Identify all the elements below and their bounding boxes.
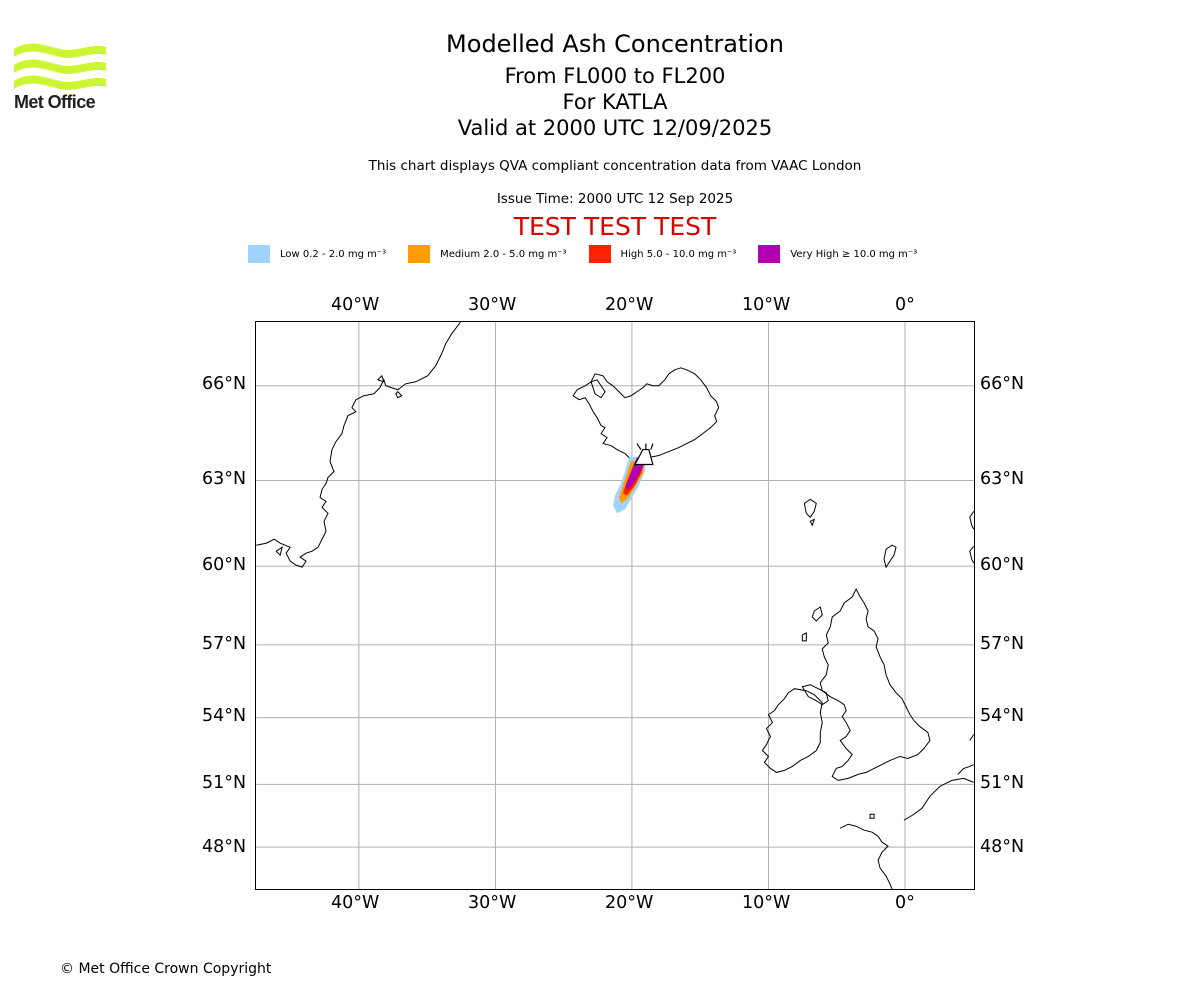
- lon-label-top-20w: 20°W: [605, 295, 654, 315]
- coastline-great-britain: [819, 587, 931, 781]
- coastline-faroes: [803, 498, 817, 519]
- lat-label-right-63n: 63°N: [980, 469, 1025, 489]
- coastline-ireland: [761, 688, 823, 773]
- legend-item-medium: Medium 2.0 - 5.0 mg m⁻³: [408, 245, 567, 263]
- legend-label-high: High 5.0 - 10.0 mg m⁻³: [620, 248, 737, 260]
- lon-label-top-30w: 30°W: [468, 295, 517, 315]
- coastline-channel-islands: [869, 813, 875, 819]
- coastline-iceland: [572, 367, 720, 465]
- legend-swatch-high: [588, 245, 611, 263]
- coastline-norway: [969, 511, 974, 530]
- lat-label-left-63n: 63°N: [202, 469, 247, 489]
- lat-label-left-60n: 60°N: [202, 555, 247, 575]
- lat-label-right-66n: 66°N: [980, 374, 1025, 394]
- lon-label-top-10w: 10°W: [742, 295, 791, 315]
- legend-swatch-medium: [408, 245, 431, 263]
- ash-plume: [613, 455, 647, 514]
- concentration-legend: Low 0.2 - 2.0 mg m⁻³ Medium 2.0 - 5.0 mg…: [248, 244, 939, 264]
- qva-subtitle: This chart displays QVA compliant concen…: [368, 158, 862, 174]
- lat-label-right-60n: 60°N: [980, 555, 1025, 575]
- coastline-netherlands: [957, 763, 974, 775]
- met-office-logo-text: Met Office: [14, 92, 96, 112]
- coastline-greenland-islet-2: [376, 374, 385, 383]
- lon-label-bottom-40w: 40°W: [331, 893, 380, 913]
- coastline-greenland-islet-3: [275, 546, 283, 557]
- lon-label-bottom-30w: 30°W: [468, 893, 517, 913]
- lat-label-right-51n: 51°N: [980, 773, 1025, 793]
- coastline-hebrides-2: [801, 632, 807, 642]
- flight-level-range: From FL000 to FL200: [504, 64, 726, 88]
- chart-title: Modelled Ash Concentration: [446, 30, 784, 58]
- lat-label-right-54n: 54°N: [980, 706, 1025, 726]
- legend-label-very-high: Very High ≥ 10.0 mg m⁻³: [790, 248, 918, 260]
- volcano-name: For KATLA: [562, 90, 668, 114]
- legend-swatch-very-high: [758, 245, 781, 263]
- coastline-hebrides: [811, 606, 823, 622]
- lon-label-bottom-20w: 20°W: [605, 893, 654, 913]
- lat-label-left-48n: 48°N: [202, 837, 247, 857]
- lat-label-right-57n: 57°N: [980, 634, 1025, 654]
- copyright-notice: © Met Office Crown Copyright: [60, 961, 272, 977]
- legend-item-low: Low 0.2 - 2.0 mg m⁻³: [248, 245, 386, 263]
- coastline-brittany: [839, 823, 893, 889]
- graticule: [256, 322, 974, 889]
- volcano-icon[interactable]: [633, 443, 654, 466]
- lat-label-left-57n: 57°N: [202, 634, 247, 654]
- legend-label-low: Low 0.2 - 2.0 mg m⁻³: [280, 248, 387, 260]
- coastline-shetland: [883, 544, 897, 569]
- test-banner: TEST TEST TEST: [513, 212, 717, 241]
- legend-swatch-low: [248, 245, 270, 263]
- ash-map[interactable]: [255, 321, 975, 890]
- coastline-greenland: [256, 322, 461, 568]
- legend-label-medium: Medium 2.0 - 5.0 mg m⁻³: [440, 248, 567, 260]
- coastline-iceland-fjord: [590, 379, 606, 399]
- met-office-logo: [14, 43, 106, 90]
- lat-label-left-54n: 54°N: [202, 706, 247, 726]
- coastline-greenland-islet-1: [395, 391, 403, 399]
- coastline-ireland-north: [801, 684, 829, 706]
- legend-item-very-high: Very High ≥ 10.0 mg m⁻³: [758, 245, 917, 263]
- lat-label-left-66n: 66°N: [202, 374, 247, 394]
- lon-label-top-40w: 40°W: [331, 295, 380, 315]
- issue-time: Issue Time: 2000 UTC 12 Sep 2025: [496, 191, 734, 207]
- coastline-denmark: [969, 734, 974, 741]
- valid-time: Valid at 2000 UTC 12/09/2025: [457, 116, 773, 140]
- lon-label-bottom-0: 0°: [895, 893, 915, 913]
- coastline-norway-south: [969, 545, 974, 564]
- coastlines: [256, 322, 974, 889]
- lat-label-left-51n: 51°N: [202, 773, 247, 793]
- coastline-faroes-islet: [809, 518, 816, 527]
- coastline-france-north: [903, 777, 974, 821]
- lon-label-bottom-10w: 10°W: [742, 893, 791, 913]
- lon-label-top-0: 0°: [895, 295, 915, 315]
- legend-item-high: High 5.0 - 10.0 mg m⁻³: [588, 245, 737, 263]
- plume-very-high: [624, 457, 645, 490]
- lat-label-right-48n: 48°N: [980, 837, 1025, 857]
